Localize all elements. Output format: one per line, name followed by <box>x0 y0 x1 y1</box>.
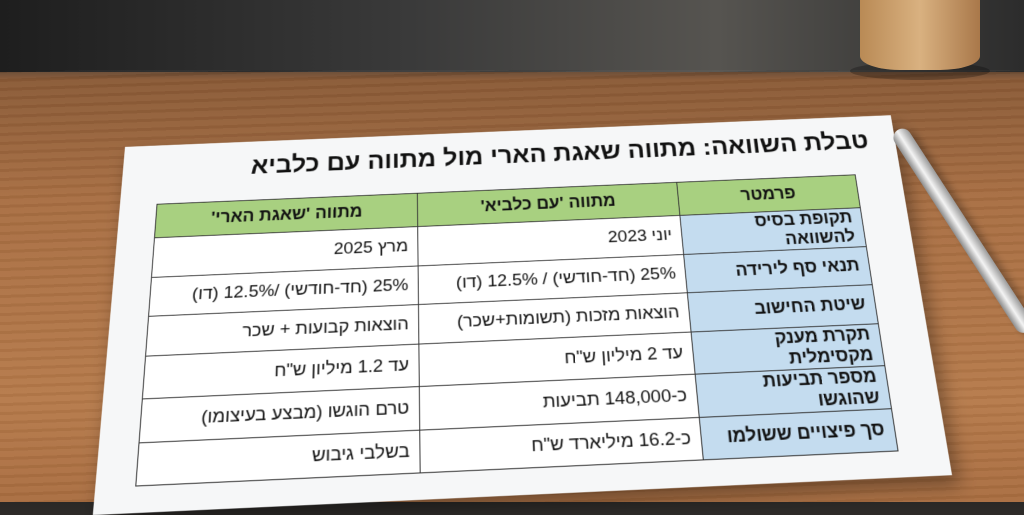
background-wall <box>0 0 1024 72</box>
document-title: טבלת השוואה: מתווה שאגת הארי מול מתווה ע… <box>250 127 871 179</box>
paper-sheet-container: טבלת השוואה: מתווה שאגת הארי מול מתווה ע… <box>92 95 975 515</box>
comparison-table: פרמטר מתווה 'עם כלביא' מתווה 'שאגת הארי'… <box>135 174 899 487</box>
coffee-cup <box>860 0 980 70</box>
param-cell: סך פיצויים ששולמו <box>699 408 899 460</box>
paper-sheet: טבלת השוואה: מתווה שאגת הארי מול מתווה ע… <box>92 115 953 515</box>
